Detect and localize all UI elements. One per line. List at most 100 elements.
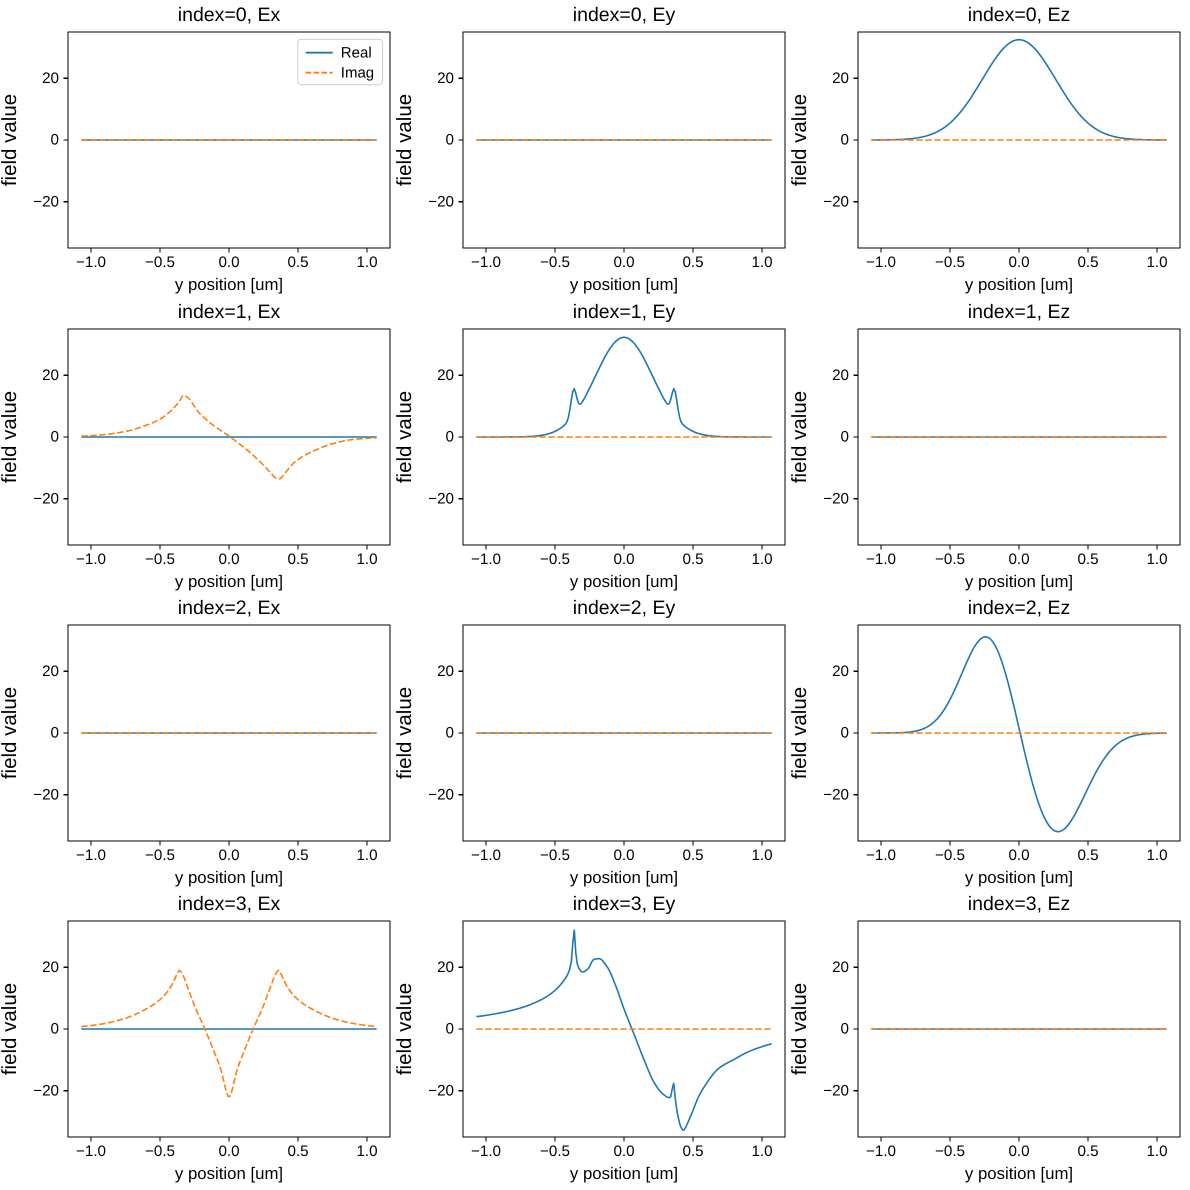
svg-text:0.5: 0.5: [1077, 1143, 1098, 1160]
svg-text:0: 0: [51, 428, 59, 445]
svg-text:0.5: 0.5: [287, 1143, 308, 1160]
svg-text:Imag: Imag: [341, 65, 374, 82]
svg-text:index=3, Ey: index=3, Ey: [573, 893, 676, 915]
svg-text:index=2, Ey: index=2, Ey: [573, 597, 676, 619]
svg-text:−0.5: −0.5: [540, 551, 570, 568]
svg-text:0.0: 0.0: [613, 551, 634, 568]
svg-text:−1.0: −1.0: [471, 254, 501, 271]
svg-text:0.5: 0.5: [682, 847, 703, 864]
svg-text:0.0: 0.0: [613, 847, 634, 864]
svg-text:0: 0: [446, 132, 454, 149]
svg-text:y position [um]: y position [um]: [570, 275, 678, 294]
svg-text:y position [um]: y position [um]: [175, 572, 283, 591]
svg-text:index=1, Ez: index=1, Ez: [968, 301, 1070, 323]
svg-text:y position [um]: y position [um]: [965, 275, 1073, 294]
svg-text:−1.0: −1.0: [471, 1143, 501, 1160]
svg-text:20: 20: [832, 663, 849, 680]
svg-text:0.0: 0.0: [613, 254, 634, 271]
svg-text:0.5: 0.5: [287, 847, 308, 864]
svg-text:−0.5: −0.5: [935, 551, 965, 568]
svg-text:field value: field value: [393, 687, 416, 779]
svg-text:0: 0: [51, 725, 59, 742]
svg-text:20: 20: [42, 663, 59, 680]
svg-text:field value: field value: [788, 983, 811, 1075]
svg-text:−0.5: −0.5: [935, 1143, 965, 1160]
svg-text:0.0: 0.0: [613, 1143, 634, 1160]
svg-text:0.0: 0.0: [1008, 847, 1029, 864]
svg-text:index=2, Ex: index=2, Ex: [178, 597, 281, 619]
svg-text:−1.0: −1.0: [866, 254, 896, 271]
svg-text:1.0: 1.0: [1146, 847, 1167, 864]
svg-text:0: 0: [446, 428, 454, 445]
svg-text:−20: −20: [428, 193, 454, 210]
svg-text:0: 0: [51, 1021, 59, 1038]
svg-text:−1.0: −1.0: [76, 254, 106, 271]
svg-text:field value: field value: [0, 390, 21, 482]
svg-text:0.0: 0.0: [218, 254, 239, 271]
svg-text:field value: field value: [393, 983, 416, 1075]
svg-text:0: 0: [446, 725, 454, 742]
svg-text:0.5: 0.5: [1077, 254, 1098, 271]
svg-text:1.0: 1.0: [1146, 551, 1167, 568]
svg-text:0.0: 0.0: [1008, 254, 1029, 271]
svg-text:y position [um]: y position [um]: [175, 1164, 283, 1183]
svg-text:0.0: 0.0: [1008, 551, 1029, 568]
svg-text:−0.5: −0.5: [935, 847, 965, 864]
svg-text:−1.0: −1.0: [76, 847, 106, 864]
svg-text:0: 0: [841, 725, 849, 742]
svg-text:20: 20: [437, 366, 454, 383]
svg-text:0.0: 0.0: [218, 847, 239, 864]
svg-text:index=3, Ez: index=3, Ez: [968, 893, 1070, 915]
svg-text:index=1, Ex: index=1, Ex: [178, 301, 281, 323]
svg-text:y position [um]: y position [um]: [570, 868, 678, 887]
svg-text:index=2, Ez: index=2, Ez: [968, 597, 1070, 619]
svg-text:20: 20: [437, 959, 454, 976]
svg-text:20: 20: [832, 366, 849, 383]
svg-text:−0.5: −0.5: [540, 1143, 570, 1160]
svg-text:−1.0: −1.0: [76, 1143, 106, 1160]
svg-text:−20: −20: [823, 1083, 849, 1100]
svg-text:−1.0: −1.0: [471, 847, 501, 864]
svg-text:−1.0: −1.0: [76, 551, 106, 568]
svg-text:20: 20: [832, 959, 849, 976]
svg-text:−0.5: −0.5: [540, 254, 570, 271]
svg-text:y position [um]: y position [um]: [965, 868, 1073, 887]
svg-text:index=0, Ez: index=0, Ez: [968, 4, 1070, 26]
svg-text:−0.5: −0.5: [540, 847, 570, 864]
svg-text:−20: −20: [823, 490, 849, 507]
svg-text:y position [um]: y position [um]: [965, 1164, 1073, 1183]
svg-text:20: 20: [42, 70, 59, 87]
svg-text:1.0: 1.0: [751, 847, 772, 864]
svg-text:−1.0: −1.0: [866, 847, 896, 864]
svg-text:−20: −20: [428, 787, 454, 804]
svg-text:0: 0: [841, 428, 849, 445]
svg-text:−1.0: −1.0: [471, 551, 501, 568]
svg-text:field value: field value: [393, 94, 416, 186]
svg-text:1.0: 1.0: [356, 254, 377, 271]
svg-text:−20: −20: [33, 490, 59, 507]
svg-text:y position [um]: y position [um]: [570, 1164, 678, 1183]
svg-text:−0.5: −0.5: [145, 847, 175, 864]
svg-text:−1.0: −1.0: [866, 551, 896, 568]
svg-text:index=0, Ey: index=0, Ey: [573, 4, 676, 26]
svg-text:field value: field value: [788, 687, 811, 779]
svg-text:1.0: 1.0: [1146, 1143, 1167, 1160]
svg-text:20: 20: [437, 663, 454, 680]
svg-text:1.0: 1.0: [356, 847, 377, 864]
svg-text:Real: Real: [341, 45, 372, 62]
svg-text:0.5: 0.5: [1077, 847, 1098, 864]
svg-text:−20: −20: [33, 787, 59, 804]
svg-text:−0.5: −0.5: [145, 1143, 175, 1160]
svg-text:y position [um]: y position [um]: [965, 572, 1073, 591]
svg-text:−1.0: −1.0: [866, 1143, 896, 1160]
svg-text:0.5: 0.5: [287, 254, 308, 271]
svg-text:20: 20: [832, 70, 849, 87]
svg-text:20: 20: [42, 959, 59, 976]
svg-text:field value: field value: [788, 94, 811, 186]
svg-text:1.0: 1.0: [751, 1143, 772, 1160]
svg-text:1.0: 1.0: [356, 1143, 377, 1160]
svg-text:0: 0: [841, 132, 849, 149]
svg-text:0: 0: [841, 1021, 849, 1038]
svg-text:0.5: 0.5: [287, 551, 308, 568]
svg-text:y position [um]: y position [um]: [175, 868, 283, 887]
